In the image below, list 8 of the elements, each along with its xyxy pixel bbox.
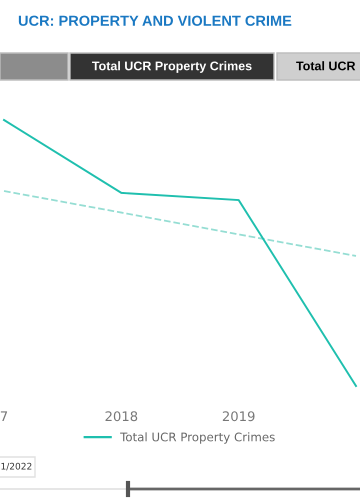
x-tick-label: 2018 bbox=[106, 411, 138, 422]
text: Total UCR bbox=[296, 61, 356, 70]
x-tick-label: 7 bbox=[0, 411, 8, 422]
text: 1/2022 bbox=[1, 462, 32, 470]
legend-label: Total UCR Property Crimes bbox=[120, 432, 275, 444]
text: Total UCR Property Crimes bbox=[92, 61, 252, 73]
x-tick-label: 2019 bbox=[222, 411, 255, 422]
chart-title: UCR: PROPERTY AND VIOLENT CRIME bbox=[18, 16, 292, 26]
